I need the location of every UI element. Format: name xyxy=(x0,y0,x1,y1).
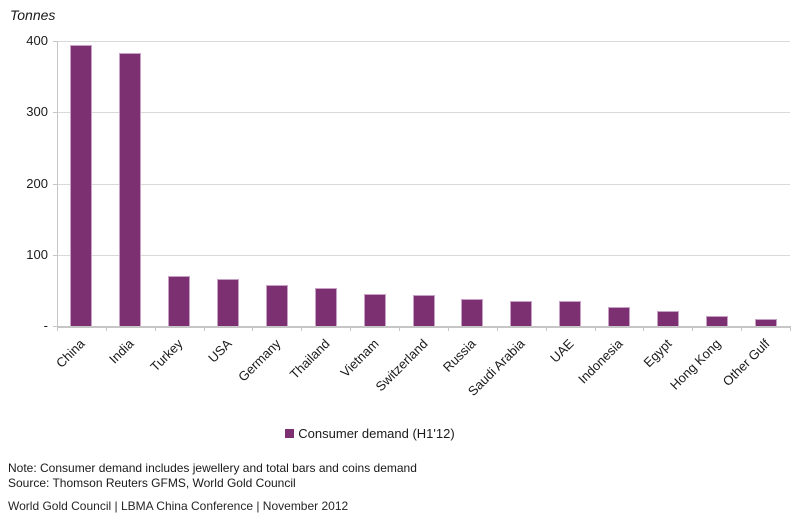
y-tick-label: 400 xyxy=(26,33,48,48)
x-tick-label: Hong Kong xyxy=(666,336,724,393)
x-axis-tick xyxy=(496,326,498,331)
legend-label: Consumer demand (H1'12) xyxy=(298,426,455,441)
bar-china xyxy=(70,44,93,326)
x-axis-tick xyxy=(252,326,254,331)
bar-hong-kong xyxy=(705,316,728,326)
bar-switzerland xyxy=(412,295,435,326)
y-tick-label: 200 xyxy=(26,175,48,191)
x-axis-tick xyxy=(399,326,401,331)
x-tick-label: Thailand xyxy=(286,336,333,382)
x-axis-line xyxy=(57,326,790,328)
legend: Consumer demand (H1'12) xyxy=(0,426,740,441)
gridline xyxy=(57,112,790,114)
x-tick-label: Russia xyxy=(440,336,479,375)
gridline xyxy=(57,254,790,256)
x-axis-tick xyxy=(692,326,694,331)
bar-usa xyxy=(217,278,240,326)
x-axis-tick xyxy=(105,326,107,331)
x-axis-tick xyxy=(447,326,449,331)
x-tick-label: Switzerland xyxy=(371,336,431,395)
x-axis-tick xyxy=(350,326,352,331)
bar-saudi-arabia xyxy=(510,301,533,326)
plot-area xyxy=(53,41,791,331)
x-tick-label: India xyxy=(106,336,137,367)
bar-other-gulf xyxy=(754,318,777,326)
y-tick-label: 100 xyxy=(26,246,48,262)
x-axis-tick xyxy=(203,326,205,331)
bar-russia xyxy=(461,298,484,326)
x-tick-label: Indonesia xyxy=(575,336,626,387)
x-tick-label: Turkey xyxy=(147,336,186,375)
x-axis-tick xyxy=(154,326,156,331)
bar-thailand xyxy=(314,287,337,326)
bar-uae xyxy=(559,301,582,326)
y-axis-tick xyxy=(53,183,57,185)
x-tick-label: USA xyxy=(205,336,235,366)
x-axis-tick xyxy=(643,326,645,331)
x-axis-tick xyxy=(594,326,596,331)
x-tick-label: Saudi Arabia xyxy=(465,336,528,399)
bar-vietnam xyxy=(363,293,386,326)
footer-text: World Gold Council | LBMA China Conferen… xyxy=(8,499,349,513)
bar-indonesia xyxy=(607,306,630,326)
x-axis-tick xyxy=(741,326,743,331)
bar-india xyxy=(119,53,142,326)
y-axis-tick xyxy=(53,41,57,42)
x-axis-tick xyxy=(545,326,547,331)
x-tick-label: Germany xyxy=(235,336,284,385)
x-tick-label: Egypt xyxy=(640,336,675,371)
x-axis-tick xyxy=(301,326,303,331)
x-tick-label: Other Gulf xyxy=(719,336,773,390)
y-axis-tick xyxy=(53,326,57,327)
x-axis-tick xyxy=(790,326,791,331)
note-text: Note: Consumer demand includes jewellery… xyxy=(8,461,417,475)
legend-marker-icon xyxy=(285,429,295,438)
x-tick-label: Vietnam xyxy=(337,336,382,381)
gridline xyxy=(57,41,790,42)
gridline xyxy=(57,183,790,185)
y-tick-label: - xyxy=(43,318,48,333)
source-text: Source: Thomson Reuters GFMS, World Gold… xyxy=(8,476,296,490)
y-axis-tick xyxy=(53,254,57,256)
y-axis-tick xyxy=(53,112,57,114)
bar-turkey xyxy=(168,276,191,326)
bar-germany xyxy=(265,285,288,326)
x-tick-label: UAE xyxy=(547,336,577,366)
x-axis-tick xyxy=(57,326,58,331)
y-axis-line xyxy=(57,41,58,330)
y-tick-label: 300 xyxy=(26,104,48,120)
bar-egypt xyxy=(656,311,679,326)
y-axis-title: Tonnes xyxy=(10,7,56,23)
